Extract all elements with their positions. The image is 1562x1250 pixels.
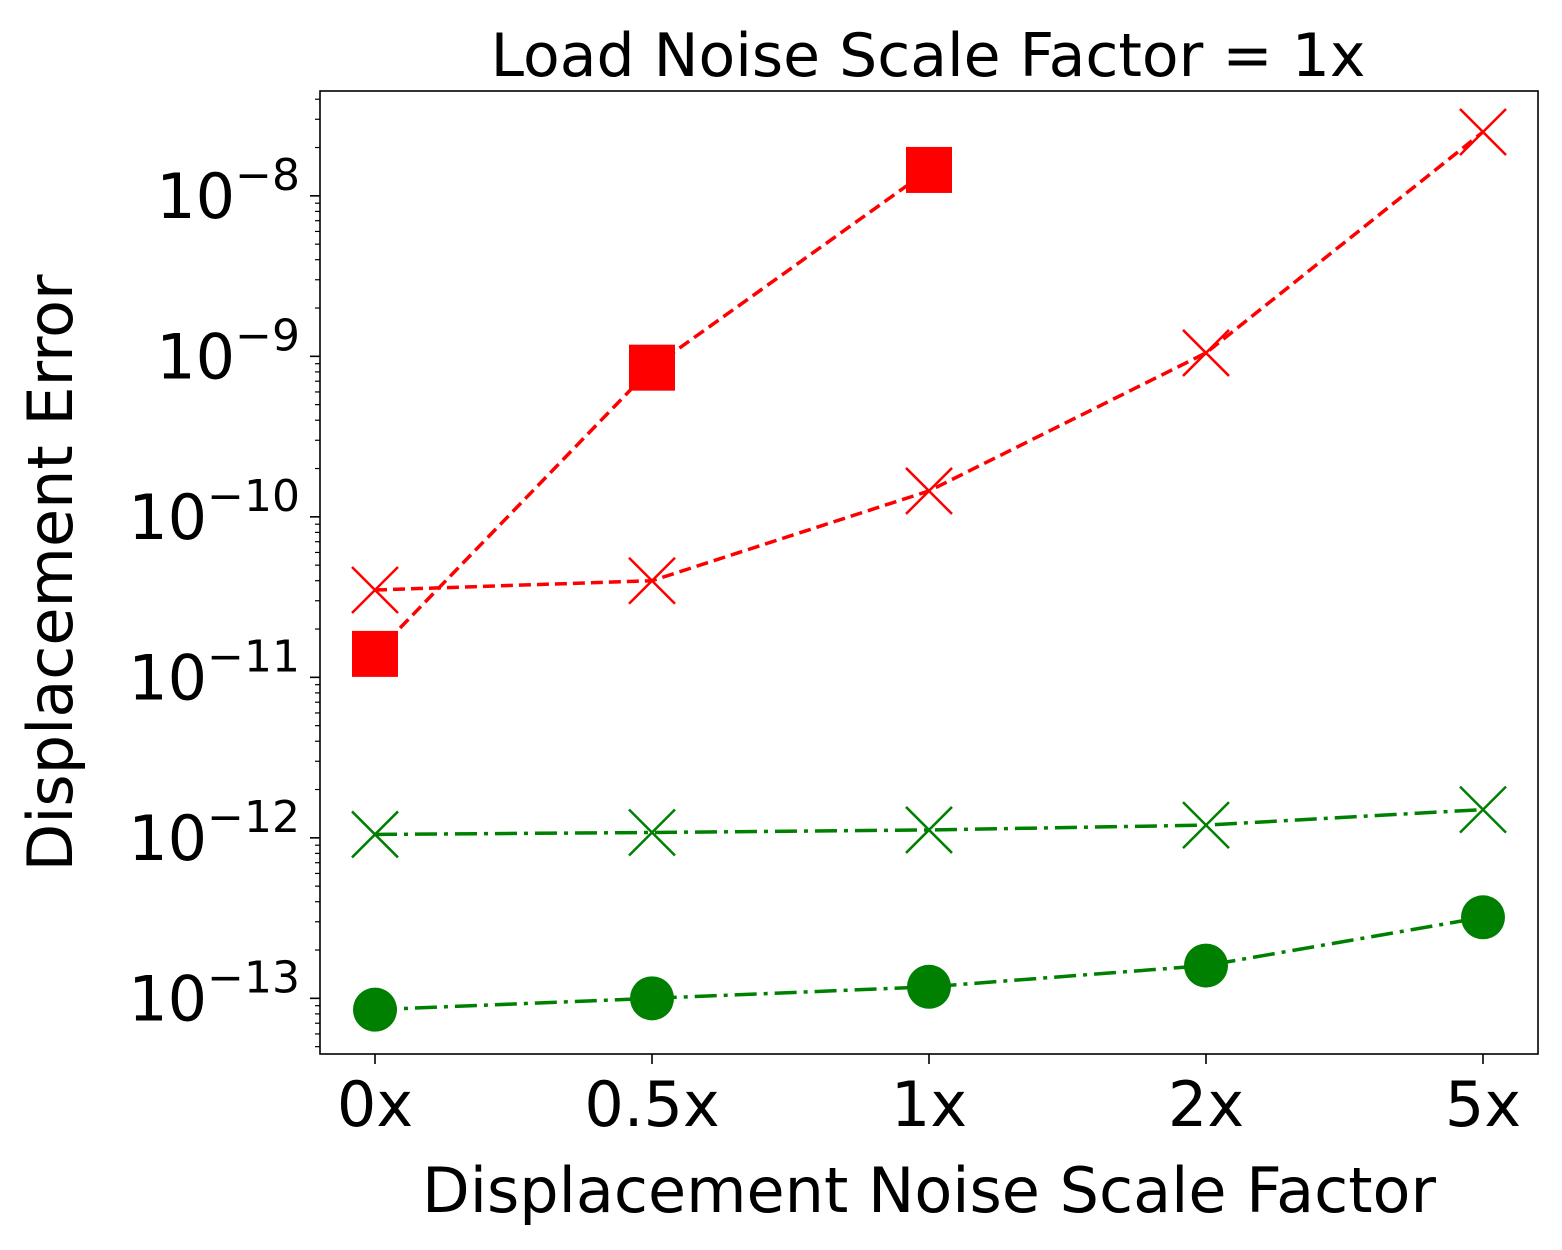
series-red-square xyxy=(352,146,952,677)
marker-circle xyxy=(1461,895,1505,940)
x-ticks: 0x 0.5x 1x 2x 5x xyxy=(337,1054,1521,1141)
chart-title: Load Noise Scale Factor = 1x xyxy=(491,21,1366,91)
x-tick-label: 5x xyxy=(1445,1068,1521,1141)
series-layer xyxy=(351,108,1507,1032)
y-tick-label: 10−13 xyxy=(128,952,300,1035)
series-line-green-x xyxy=(374,807,1484,837)
x-tick-label: 0.5x xyxy=(584,1068,719,1141)
marker-x xyxy=(1459,785,1507,834)
marker-x xyxy=(628,808,676,857)
marker-x xyxy=(905,806,953,854)
series-red-x xyxy=(351,108,1507,614)
marker-x xyxy=(1459,108,1507,156)
marker-circle xyxy=(907,964,951,1009)
x-tick-label: 0x xyxy=(337,1068,413,1141)
marker-square xyxy=(629,344,675,391)
marker-circle xyxy=(353,987,397,1032)
y-ticks: 10−13 10−12 10−11 10−10 10−9 10−8 xyxy=(128,98,320,1048)
y-tick-label: 10−12 xyxy=(128,792,300,875)
y-tick-label: 10−9 xyxy=(156,310,300,393)
series-green-circle xyxy=(353,895,1505,1032)
series-line-green-circle xyxy=(374,915,1484,1012)
x-axis-label: Displacement Noise Scale Factor xyxy=(422,1154,1436,1227)
marker-x xyxy=(1182,329,1230,377)
marker-x xyxy=(351,810,399,859)
marker-x xyxy=(1182,801,1230,850)
y-tick-label: 10−8 xyxy=(156,150,300,233)
series-green-x xyxy=(351,785,1507,859)
series-line-red-x xyxy=(374,130,1485,592)
y-tick-label: 10−11 xyxy=(128,631,300,714)
y-axis-label: Displacement Error xyxy=(14,274,87,872)
marker-x xyxy=(628,556,676,605)
marker-circle xyxy=(630,976,674,1021)
marker-square xyxy=(352,630,398,677)
x-tick-label: 2x xyxy=(1168,1068,1244,1141)
marker-circle xyxy=(1184,943,1228,988)
marker-square xyxy=(906,146,952,193)
marker-x xyxy=(905,467,953,515)
x-tick-label: 1x xyxy=(891,1068,967,1141)
marker-x xyxy=(351,566,399,614)
y-tick-label: 10−10 xyxy=(128,471,300,554)
